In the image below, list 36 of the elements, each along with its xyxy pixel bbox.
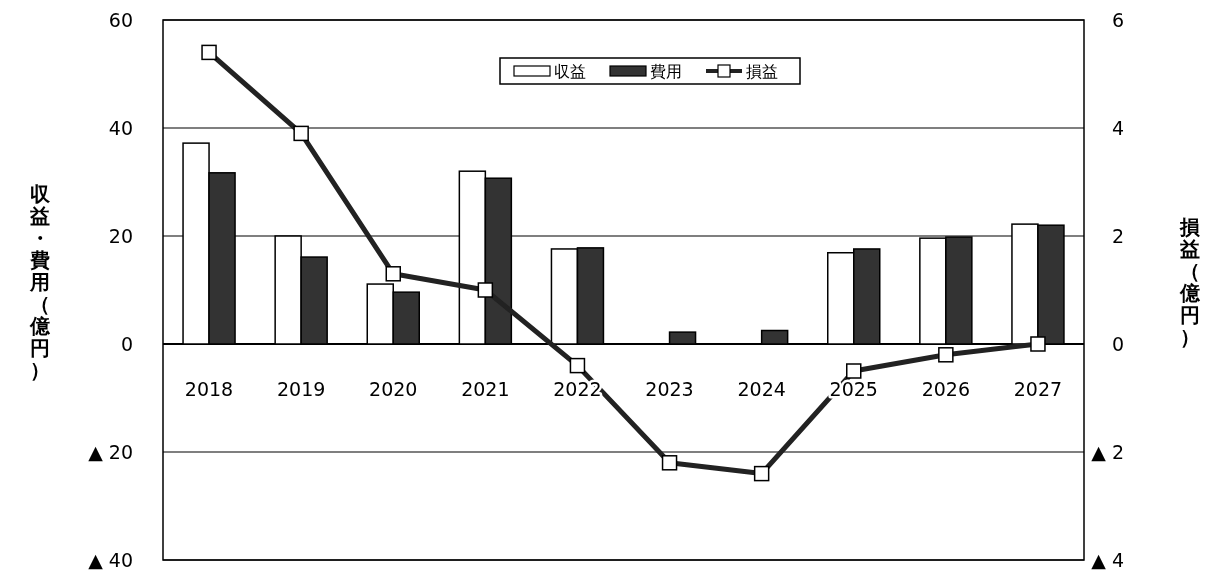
x-tick-label: 2027 [1013, 378, 1063, 400]
legend-label: 収益 [554, 62, 586, 81]
y-tick-label: 20 [108, 225, 133, 247]
y2-tick-label: ▲ 2 [1091, 441, 1124, 463]
point [753, 465, 770, 482]
x-tick-label: 2019 [276, 378, 326, 400]
y-tick-label: 60 [108, 9, 133, 31]
y-tick-label: 0 [120, 333, 133, 355]
y2-tick-label: 4 [1111, 117, 1124, 139]
point [385, 266, 401, 282]
x-tick-label: 2024 [737, 378, 786, 400]
y2-tick-label: ▲ 4 [1091, 549, 1124, 571]
y2-tick-label: 6 [1111, 9, 1124, 31]
point [293, 125, 309, 142]
x-tick-label: 2021 [461, 378, 510, 400]
x-tick-label: 2018 [184, 378, 234, 400]
point [477, 282, 494, 298]
point [569, 357, 586, 374]
point [201, 44, 217, 61]
point [1030, 336, 1046, 352]
legend-label: 損益 [746, 62, 778, 81]
x-tick-label: 2022 [553, 378, 602, 400]
text: 収益・費用（億円） [30, 182, 50, 382]
point [938, 347, 954, 363]
x-tick-label: 2026 [921, 378, 971, 400]
y2-tick-label: 2 [1111, 225, 1124, 247]
y2-axis-title: 損益（億円） [1179, 215, 1201, 349]
x-tick-label: 2020 [369, 378, 418, 400]
y-tick-label: ▲ 20 [88, 441, 133, 463]
y-tick-label: ▲ 40 [88, 549, 133, 571]
legend-label: 費用 [650, 62, 682, 81]
y2-tick-label: 0 [1111, 333, 1124, 355]
point [846, 363, 862, 379]
y-tick-label: 40 [108, 117, 133, 139]
x-tick-label: 2023 [645, 378, 694, 400]
point [661, 455, 678, 471]
